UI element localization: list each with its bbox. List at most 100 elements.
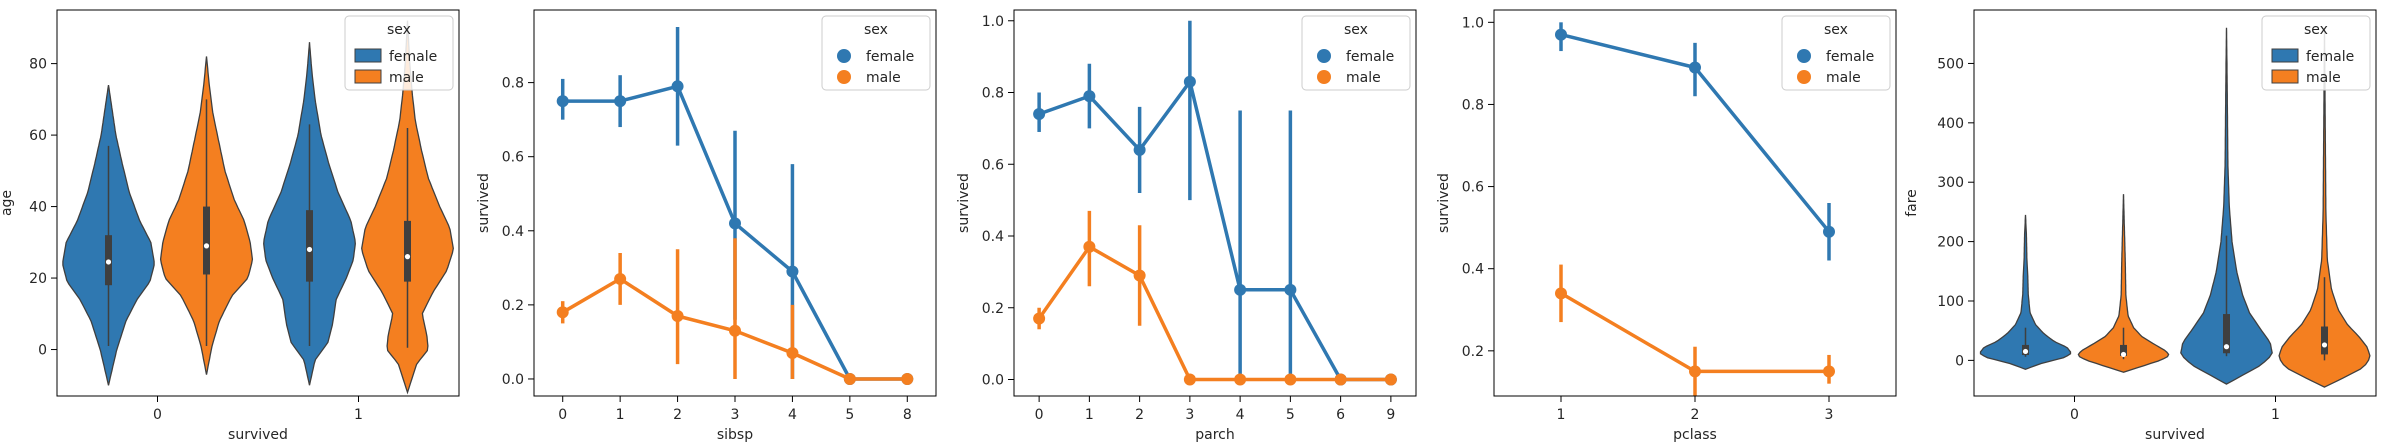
data-point (843, 372, 856, 385)
legend-marker-female (354, 48, 382, 63)
y-tick-label: 1.0 (982, 14, 1004, 30)
y-tick-label: 0.2 (1462, 344, 1484, 360)
legend-marker-male (2271, 69, 2299, 84)
data-point (1689, 365, 1701, 378)
y-tick-label: 0.6 (502, 150, 524, 166)
subplot-2: 0.0 0.2 0.4 0.6 0.8 0 1 2 3 4 5 8 sibsp survived sex fe… (476, 9, 937, 443)
x-tick-label: 1 (2271, 407, 2280, 423)
data-point (786, 347, 799, 360)
data-point (1083, 240, 1096, 253)
legend-label-female: female (1826, 49, 1874, 65)
violin-median (105, 259, 112, 265)
legend-title: sex (1344, 22, 1368, 38)
y-tick-label: 0.2 (982, 301, 1004, 317)
y-tick-label: 0.6 (1462, 180, 1484, 196)
data-point (1284, 283, 1297, 296)
x-axis-label: sibsp (717, 427, 753, 443)
plot-area (556, 27, 914, 385)
y-tick-label: 0.0 (502, 372, 524, 388)
series-female (1555, 22, 1835, 261)
y-tick-label: 0.8 (1462, 97, 1484, 113)
y-tick-label: 80 (29, 57, 47, 73)
data-point (1555, 287, 1567, 300)
violin-median (2223, 344, 2230, 350)
x-tick-label: 0 (558, 407, 567, 423)
y-tick-label: 400 (1937, 116, 1964, 132)
x-tick-label: 0 (1035, 407, 1044, 423)
data-point (1083, 90, 1096, 103)
series-line-female (1038, 79, 1391, 382)
x-tick-label: 2 (1135, 407, 1144, 423)
legend-label-male: male (866, 70, 901, 86)
y-tick-label: 20 (29, 271, 47, 287)
axes-frame (1973, 9, 2377, 397)
plot-area (1979, 27, 2371, 388)
axes-frame (1013, 9, 1417, 397)
violin-median (203, 243, 210, 249)
legend-marker-male (1317, 70, 1331, 84)
data-point (1823, 365, 1835, 378)
data-point (1334, 373, 1347, 386)
subplot-3: 0.0 0.2 0.4 0.6 0.8 1.0 0 1 2 3 4 5 6 9 parch survived s… (956, 9, 1417, 443)
series-male (1033, 210, 1397, 386)
legend-label-female: female (389, 49, 437, 65)
y-tick-label: 0 (38, 343, 47, 359)
series-male (1555, 264, 1835, 396)
legend-marker-female (2271, 48, 2299, 63)
legend-label-male: male (1346, 70, 1381, 86)
x-tick-label: 8 (903, 407, 912, 423)
violin-female-1 (2180, 27, 2273, 385)
plot-area (1555, 22, 1835, 396)
violin-median (404, 254, 411, 260)
x-tick-label: 1 (354, 407, 363, 423)
legend-label-female: female (2306, 49, 2354, 65)
y-tick-label: 0.6 (982, 157, 1004, 173)
data-point (1555, 28, 1567, 41)
data-point (1234, 283, 1247, 296)
y-axis-label: fare (1904, 189, 1920, 217)
legend-4: sex female male (1781, 15, 1891, 91)
violin-median (2120, 351, 2127, 358)
y-tick-label: 0.8 (502, 76, 524, 92)
series-female (1033, 20, 1397, 386)
violin-median (2321, 342, 2328, 348)
violin-iqr-box (404, 220, 411, 282)
violin-median (2022, 348, 2029, 355)
data-point (786, 265, 799, 278)
legend-3: sex female male (1301, 15, 1411, 91)
x-tick-label: 0 (2070, 407, 2079, 423)
y-tick-label: 60 (29, 128, 47, 144)
violin-iqr-box (306, 210, 313, 282)
data-point (556, 95, 569, 108)
y-tick-label: 500 (1937, 56, 1964, 72)
legend-label-male: male (389, 70, 424, 86)
x-tick-label: 9 (1386, 407, 1395, 423)
legend-label-female: female (866, 49, 914, 65)
x-axis-label: survived (2145, 427, 2205, 443)
violin-iqr-box (2120, 344, 2127, 356)
data-point (1133, 143, 1146, 156)
x-tick-label: 3 (731, 407, 740, 423)
x-tick-label: 5 (845, 407, 854, 423)
y-tick-label: 300 (1937, 175, 1964, 191)
subplot-4: 0.2 0.4 0.6 0.8 1.0 1 2 3 pclass survived sex femal… (1436, 9, 1897, 443)
legend-label-female: female (1346, 49, 1394, 65)
subplot-5: 0 100 200 300 400 500 0 1 survived fare sex female m… (1904, 9, 2377, 443)
data-point (671, 309, 684, 322)
x-tick-label: 6 (1336, 407, 1345, 423)
series-line-male (1037, 245, 1391, 382)
x-tick-label: 1 (1557, 407, 1566, 423)
legend-label-male: male (2306, 70, 2341, 86)
data-point (1033, 108, 1046, 121)
data-point (1234, 373, 1247, 386)
legend-title: sex (2304, 22, 2328, 38)
data-point (1384, 373, 1397, 386)
y-tick-label: 200 (1937, 235, 1964, 251)
violin-iqr-box (203, 206, 210, 275)
y-axis-label: age (0, 190, 15, 216)
legend-title: sex (387, 22, 411, 38)
violin-male-1 (2278, 27, 2371, 388)
legend-marker-female (1317, 49, 1331, 63)
legend-marker-female (837, 49, 851, 63)
y-tick-label: 0.2 (502, 298, 524, 314)
